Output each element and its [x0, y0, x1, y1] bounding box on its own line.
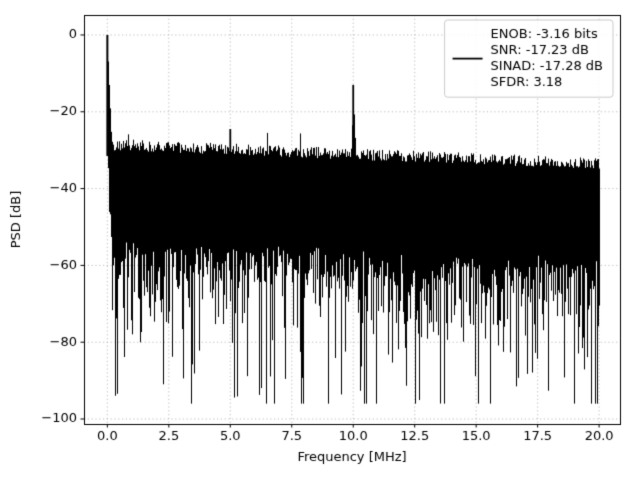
psd-figure: [0, 0, 640, 480]
psd-chart-canvas: [0, 0, 640, 480]
